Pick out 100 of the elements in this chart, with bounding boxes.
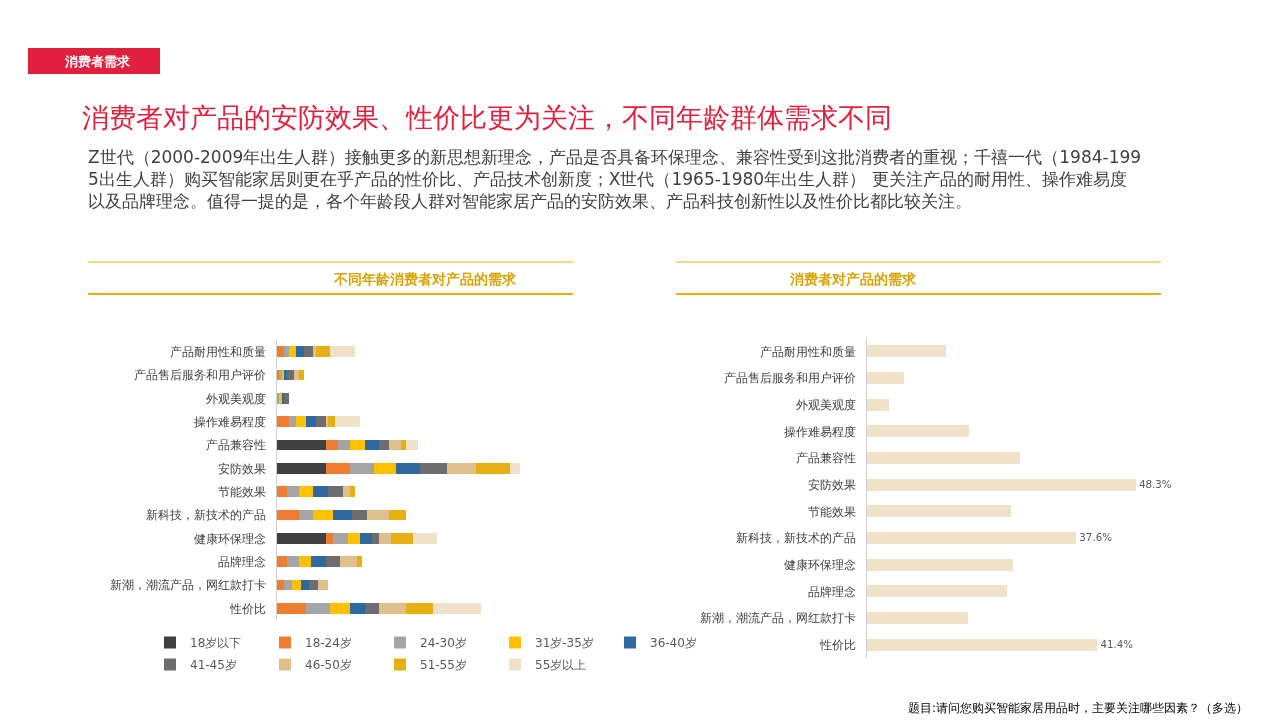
bar (867, 638, 1098, 651)
data-label: 41.4% (1100, 638, 1134, 651)
bar (867, 398, 890, 411)
bar (405, 603, 433, 614)
y-tick-label: 性价比 (228, 601, 266, 616)
bar (359, 533, 372, 544)
bar (277, 463, 326, 474)
y-tick-label: 品牌理念 (217, 554, 266, 569)
bar (867, 425, 970, 438)
bar (318, 579, 329, 591)
bar (286, 556, 299, 567)
bar (349, 463, 375, 474)
bar (405, 439, 419, 451)
y-tick-label: 品牌理念 (807, 584, 856, 599)
bar (332, 509, 353, 521)
bar (371, 533, 380, 544)
y-tick-label: 健康环保理念 (193, 531, 266, 546)
bar (867, 532, 1077, 544)
bar (325, 533, 333, 544)
bar (298, 369, 304, 381)
chart-title: 消费者对产品的需求 (789, 271, 917, 287)
bar (476, 463, 511, 474)
bar (337, 439, 350, 451)
bar (313, 346, 316, 357)
bar (286, 486, 299, 497)
y-tick-label: 安防效果 (217, 461, 266, 476)
text: 消费者对产品的安防效果、性价比更为关注，不同年龄群体需求不同 (82, 102, 892, 133)
bar (328, 486, 343, 497)
legend-label: 36-40岁 (650, 636, 697, 651)
bar (366, 509, 389, 521)
bar (277, 439, 326, 451)
legend-label: 46-50岁 (305, 658, 352, 673)
bar (315, 416, 326, 427)
bar (510, 463, 521, 474)
bar (298, 486, 314, 497)
bar (349, 439, 365, 451)
bar (289, 346, 297, 357)
bar (289, 416, 297, 427)
bar (311, 556, 326, 567)
bar (296, 416, 307, 427)
bar (325, 556, 341, 567)
y-tick-label: 节能效果 (807, 504, 856, 519)
bar (298, 509, 314, 521)
y-tick-label: 新潮，潮流产品，网红款打卡 (699, 611, 856, 626)
text: Z世代（2000-2009年出生人群）接触更多的新思想新理念，产品是否具备环保理念、兼容性受到这批消费者的重视；千禧一代（1984-1995出生人群）购买智能家居则更在乎产品的性价比、产品技术创新度；X世代（1965-1980年出生人群） 更关注产品的耐用性、操作难易度以及品牌理念。值得一提的是，各个年龄段人群对智能家居产品的安防效果、产品科技创新性以及性价比都比较关注。 (88, 147, 1142, 212)
bar (867, 345, 947, 358)
legend-label: 18岁以下 (190, 636, 242, 651)
data-label: 48.3% (1138, 478, 1172, 491)
bar (867, 612, 969, 624)
bar (349, 603, 365, 614)
bar (330, 603, 350, 614)
y-tick-label: 操作难易程度 (193, 414, 266, 429)
legend-label: 24-30岁 (420, 636, 467, 651)
bar (306, 603, 331, 614)
y-tick-label: 健康环保理念 (783, 557, 856, 572)
legend-label: 31岁-35岁 (535, 636, 594, 651)
bar (335, 416, 360, 427)
bar (867, 452, 1020, 464)
bar (313, 509, 333, 521)
chart-title: 不同年龄消费者对产品的需求 (333, 271, 517, 287)
bar (277, 509, 299, 521)
bar (325, 439, 338, 451)
y-tick-label: 产品售后服务和用户评价 (723, 371, 856, 386)
bar (349, 486, 355, 497)
bar (352, 509, 367, 521)
bar (325, 463, 350, 474)
bar (332, 533, 348, 544)
bar (301, 579, 309, 591)
bar (277, 603, 307, 614)
bar (867, 585, 1008, 598)
bar (328, 416, 336, 427)
y-tick-label: 新科技，新技术的产品 (735, 531, 856, 546)
bar (330, 346, 355, 357)
bar (284, 393, 290, 404)
y-tick-label: 操作难易程度 (783, 424, 856, 439)
y-tick-label: 安防效果 (807, 477, 856, 492)
y-tick-label: 产品耐用性和质量 (169, 344, 266, 359)
legend-label: 55岁以上 (535, 658, 587, 673)
bar (277, 533, 326, 544)
y-tick-label: 产品耐用性和质量 (759, 344, 856, 359)
bar (867, 478, 1136, 491)
y-tick-label: 新潮，潮流产品，网红款打卡 (109, 578, 266, 593)
bar (379, 603, 406, 614)
bar (357, 556, 363, 567)
bar (447, 463, 477, 474)
data-label: 37.6% (1079, 531, 1113, 544)
bar (313, 486, 329, 497)
bar (388, 439, 401, 451)
text: 消费者需求 (64, 54, 131, 69)
bar (298, 556, 312, 567)
bar (364, 603, 380, 614)
bar (347, 533, 360, 544)
bar (413, 533, 438, 544)
y-tick-label: 性价比 (818, 637, 856, 652)
bar (867, 558, 1014, 571)
bar (286, 369, 295, 381)
bar (303, 346, 314, 357)
bar (396, 463, 421, 474)
bar (277, 486, 287, 497)
y-tick-label: 节能效果 (217, 484, 266, 499)
